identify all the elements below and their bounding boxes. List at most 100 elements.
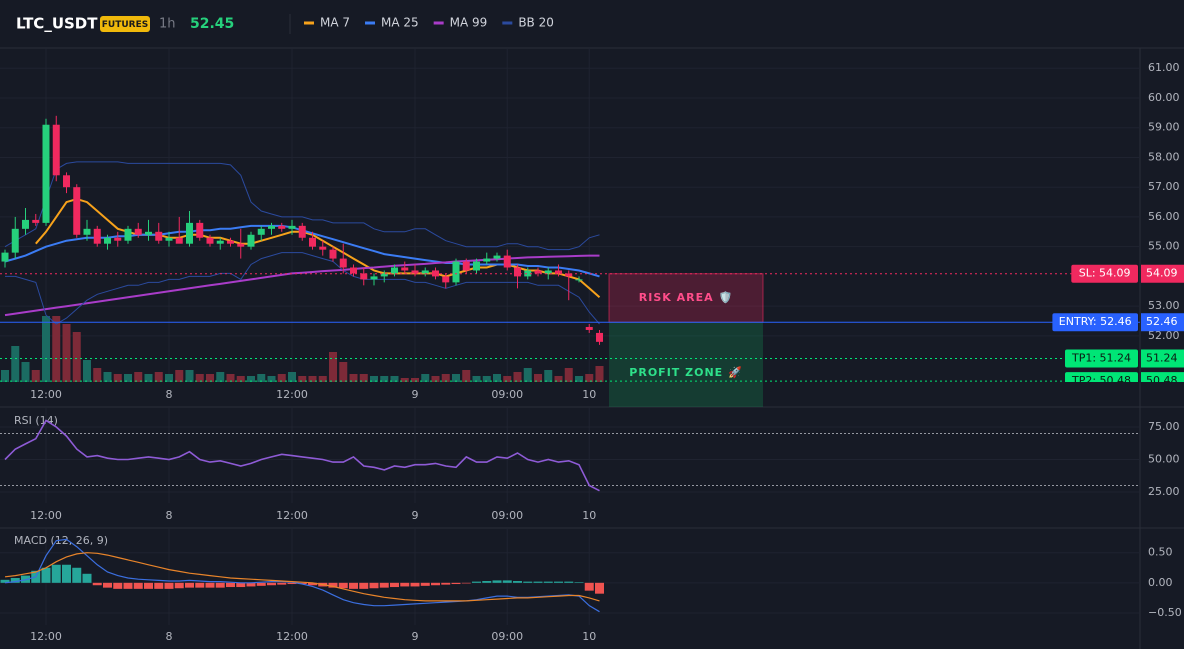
x-tick-label: 8 [166, 509, 173, 522]
volume-bar [513, 372, 522, 382]
volume-bar [431, 376, 440, 382]
candle-body [534, 270, 542, 274]
x-tick-label: 10 [582, 630, 596, 643]
volume-bar [216, 372, 225, 382]
histogram-bar [62, 564, 71, 583]
histogram-bar [72, 567, 82, 583]
volume-bar [257, 374, 266, 382]
volume-bar [195, 374, 204, 382]
candle-body [145, 231, 152, 235]
volume-bar [452, 374, 460, 382]
histogram-bar [441, 582, 451, 585]
volume-bar [503, 376, 512, 382]
candle-body [227, 240, 234, 244]
volume-bar [267, 376, 276, 382]
volume-bar [482, 376, 491, 382]
volume-bar [52, 316, 61, 382]
x-tick-label: 9 [412, 509, 419, 522]
candle-body [22, 219, 29, 229]
line [4, 538, 600, 613]
candle-body [288, 225, 296, 229]
volume-bar [575, 376, 583, 382]
line [4, 254, 600, 317]
candle-body [442, 276, 450, 283]
candle-body [339, 258, 347, 268]
candle-body [514, 267, 521, 277]
histogram-bar [267, 582, 276, 586]
x-tick-label: 12:00 [276, 388, 308, 401]
volume-bar [329, 352, 337, 382]
histogram-bar [174, 582, 184, 589]
y-tick-label: 0.00 [1148, 576, 1173, 589]
y-tick-label: 59.00 [1148, 121, 1180, 134]
candle-body [555, 270, 562, 274]
histogram-bar [359, 582, 369, 589]
axis-tag-bg [1141, 264, 1184, 283]
histogram-bar [492, 580, 502, 583]
candle-body [73, 187, 81, 235]
volume-bar [165, 374, 173, 382]
x-tick-label: 12:00 [30, 630, 62, 643]
candle-body [206, 237, 214, 244]
histogram-bar [0, 579, 10, 583]
axis-tag-bg [1141, 313, 1184, 332]
histogram-bar [523, 581, 533, 583]
x-tick-label: 09:00 [491, 630, 523, 643]
candle-body [503, 255, 511, 268]
level-tag: TP2: 50.48 [1071, 374, 1131, 387]
candle-body [216, 240, 224, 244]
volume-bar [390, 376, 399, 382]
legend-label: MA 99 [450, 16, 488, 30]
candle-body [196, 222, 204, 238]
y-tick-label: 75.00 [1148, 420, 1180, 433]
histogram-bar [103, 582, 112, 588]
candle-body [104, 237, 111, 244]
volume-bar [554, 376, 563, 382]
volume-bar [236, 376, 245, 382]
volume-bar [103, 372, 112, 382]
histogram-bar [564, 581, 574, 583]
x-tick-label: 12:00 [276, 509, 308, 522]
volume-bar [339, 362, 348, 382]
candle-body [124, 228, 132, 241]
candle-body [524, 270, 532, 277]
level-tag: TP1: 51.24 [1071, 352, 1131, 365]
candle-body [155, 231, 163, 241]
level-tag-bg [1065, 372, 1138, 382]
histogram-bar [349, 582, 358, 589]
badge-bg [100, 16, 150, 32]
histogram-bar [41, 567, 51, 583]
level-tag-bg [1052, 313, 1138, 332]
volume-bar [134, 372, 143, 382]
histogram-bar [513, 581, 522, 583]
x-tick-label: 10 [582, 388, 596, 401]
volume-bar [288, 372, 296, 382]
volume-bar [124, 374, 132, 382]
volume-bar [534, 374, 542, 382]
candle-body [596, 332, 603, 342]
histogram-bar [123, 582, 133, 589]
histogram-bar [92, 582, 102, 586]
legend-label: MA 7 [320, 16, 350, 30]
level-tag-bg [1065, 349, 1138, 368]
volume-bar [72, 332, 81, 382]
level-tag: SL: 54.09 [1079, 267, 1131, 280]
histogram-bar [10, 578, 20, 583]
y-tick-label: 60.00 [1148, 91, 1180, 104]
panel: 61.00 60.00 59.00 58.00 57.00 56.00 55.00 53.00… [0, 48, 1184, 407]
volume-bar [421, 374, 430, 382]
volume-bar [83, 360, 91, 382]
histogram-bar [82, 573, 92, 583]
profit-label: PROFIT ZONE 🚀 [629, 366, 742, 379]
histogram-bar [51, 564, 61, 583]
volume-bar [523, 368, 532, 382]
plot [0, 419, 1140, 492]
charts: 61.00 60.00 59.00 58.00 57.00 56.00 55.00 53.00… [0, 48, 1184, 643]
interval[interactable]: 1h [159, 17, 176, 32]
histogram-bar [308, 582, 317, 586]
candle-body [350, 267, 357, 274]
line [4, 419, 600, 492]
histogram-bar [215, 582, 225, 588]
histogram-bar [133, 582, 143, 589]
